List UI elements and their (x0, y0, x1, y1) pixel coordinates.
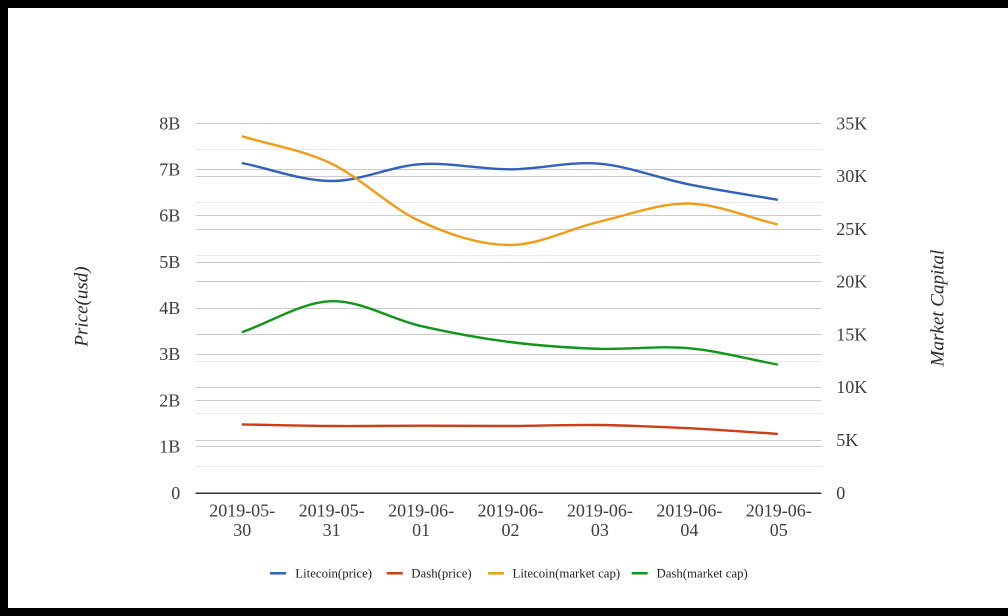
svg-text:20K: 20K (836, 272, 867, 292)
svg-text:0: 0 (836, 483, 845, 503)
svg-text:Market Capital: Market Capital (928, 250, 949, 368)
svg-text:8B: 8B (159, 113, 180, 133)
svg-text:5K: 5K (836, 430, 858, 450)
svg-text:2019-06-: 2019-06- (388, 500, 454, 520)
svg-text:01: 01 (412, 520, 430, 540)
svg-text:4B: 4B (159, 298, 180, 318)
svg-text:30: 30 (233, 520, 251, 540)
svg-text:Litecoin(price): Litecoin(price) (295, 567, 372, 581)
svg-text:03: 03 (591, 520, 609, 540)
svg-text:10K: 10K (836, 377, 867, 397)
svg-text:2019-06-: 2019-06- (746, 500, 812, 520)
svg-text:3B: 3B (159, 344, 180, 364)
svg-text:2019-06-: 2019-06- (478, 500, 544, 520)
svg-text:Price(usd): Price(usd) (71, 266, 92, 347)
svg-text:2019-05-: 2019-05- (299, 500, 365, 520)
svg-text:15K: 15K (836, 324, 867, 344)
svg-text:Dash(price): Dash(price) (411, 567, 471, 581)
svg-text:25K: 25K (836, 219, 867, 239)
svg-text:05: 05 (770, 520, 788, 540)
svg-text:2019-06-: 2019-06- (567, 500, 633, 520)
svg-text:Dash(market cap): Dash(market cap) (657, 567, 748, 581)
svg-text:5B: 5B (159, 252, 180, 272)
svg-text:7B: 7B (159, 159, 180, 179)
svg-text:2019-06-: 2019-06- (656, 500, 722, 520)
svg-text:04: 04 (680, 520, 698, 540)
svg-text:6B: 6B (159, 206, 180, 226)
svg-text:1B: 1B (159, 437, 180, 457)
svg-text:2019-05-: 2019-05- (209, 500, 275, 520)
svg-text:31: 31 (323, 520, 341, 540)
svg-text:30K: 30K (836, 166, 867, 186)
svg-text:Litecoin(market cap): Litecoin(market cap) (513, 567, 621, 581)
svg-text:02: 02 (502, 520, 520, 540)
svg-text:2B: 2B (159, 390, 180, 410)
svg-text:35K: 35K (836, 113, 867, 133)
svg-text:0: 0 (171, 483, 180, 503)
